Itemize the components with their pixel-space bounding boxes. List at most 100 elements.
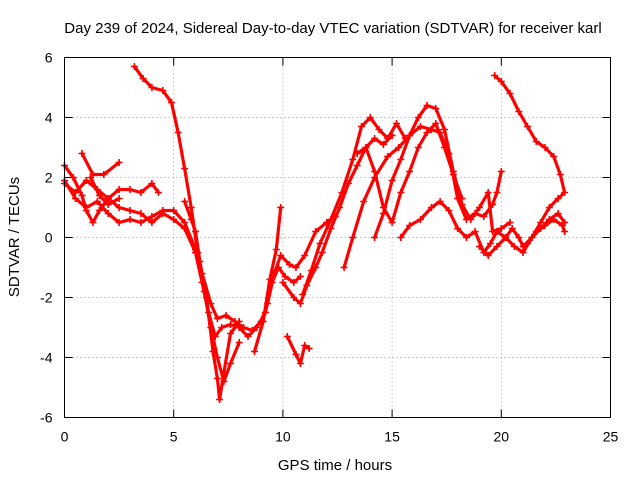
data-point (279, 279, 287, 286)
data-point (318, 249, 326, 256)
data-point (454, 225, 462, 232)
data-point (384, 135, 392, 142)
data-point (486, 240, 494, 247)
data-point (148, 213, 156, 220)
data-point (340, 264, 348, 271)
data-point (484, 189, 492, 196)
data-point (379, 141, 387, 148)
data-point (497, 225, 505, 232)
data-point (187, 216, 195, 223)
data-point (115, 204, 123, 211)
data-point (82, 177, 90, 184)
data-point (406, 168, 414, 175)
data-point (327, 216, 335, 223)
data-point (307, 267, 315, 274)
data-point (449, 168, 457, 175)
x-tick-label: 10 (275, 429, 291, 445)
data-point (292, 264, 300, 271)
data-point (423, 129, 431, 136)
data-point (436, 198, 444, 205)
data-point (139, 75, 147, 82)
data-point (493, 243, 501, 250)
data-point (209, 348, 217, 355)
data-point (476, 204, 483, 211)
data-point (137, 210, 145, 217)
data-point (126, 186, 134, 193)
data-point (115, 195, 123, 202)
data-point (471, 228, 479, 235)
data-point (220, 369, 228, 376)
data-point (541, 222, 549, 229)
y-tick-label: 4 (45, 110, 53, 126)
data-point (69, 174, 77, 181)
data-point (93, 198, 101, 205)
data-point (423, 102, 431, 109)
y-tick-label: -6 (40, 410, 53, 426)
data-point (406, 222, 414, 229)
plot-frame (64, 57, 611, 418)
data-point (510, 243, 518, 250)
data-point (556, 171, 564, 178)
data-point (506, 90, 514, 97)
data-point (216, 396, 224, 403)
data-point (266, 276, 274, 283)
series-line-5 (89, 175, 121, 207)
data-point (508, 225, 516, 232)
data-point (240, 324, 248, 331)
data-point (115, 219, 123, 226)
data-point (299, 291, 307, 298)
data-point (296, 300, 304, 307)
data-point (213, 315, 221, 322)
data-point (281, 273, 289, 280)
data-point (251, 348, 258, 355)
data-point (290, 279, 298, 286)
data-point (541, 144, 549, 151)
x-tick-label: 5 (170, 429, 178, 445)
data-point (168, 99, 175, 106)
data-point (524, 123, 531, 130)
data-point (493, 189, 501, 196)
y-tick-label: -2 (40, 290, 53, 306)
data-point (467, 216, 475, 223)
data-point (441, 126, 448, 133)
data-point (502, 234, 510, 241)
data-point (104, 210, 112, 217)
data-point (130, 63, 138, 70)
data-point (227, 330, 234, 337)
data-point (519, 243, 527, 250)
data-point (427, 204, 435, 211)
data-point (432, 105, 440, 112)
data-point (532, 228, 540, 235)
data-point (397, 189, 405, 196)
data-point (554, 195, 562, 202)
data-point (476, 243, 483, 250)
x-axis-label: GPS time / hours (278, 457, 392, 474)
data-point (296, 360, 304, 367)
data-point (126, 216, 134, 223)
data-point (432, 120, 440, 127)
data-point (349, 156, 357, 163)
data-point (550, 216, 558, 223)
data-point (203, 294, 210, 301)
data-point (366, 114, 374, 121)
data-point (397, 156, 405, 163)
data-point (388, 219, 396, 226)
data-point (71, 195, 79, 202)
data-point (519, 249, 527, 256)
x-tick-labels: 0 5 10 15 20 25 (61, 429, 619, 445)
data-point (290, 294, 298, 301)
data-point (561, 228, 569, 235)
data-point (170, 207, 178, 214)
series-line-9 (281, 133, 394, 306)
data-point (71, 189, 79, 196)
data-point (181, 219, 189, 226)
data-point (244, 333, 252, 340)
data-point (218, 324, 226, 331)
data-point (393, 120, 400, 127)
data-point (159, 207, 167, 214)
data-point (104, 201, 112, 208)
data-point (371, 135, 379, 142)
y-tick-label: 0 (45, 230, 53, 246)
data-point (277, 252, 285, 259)
data-point (375, 126, 383, 133)
